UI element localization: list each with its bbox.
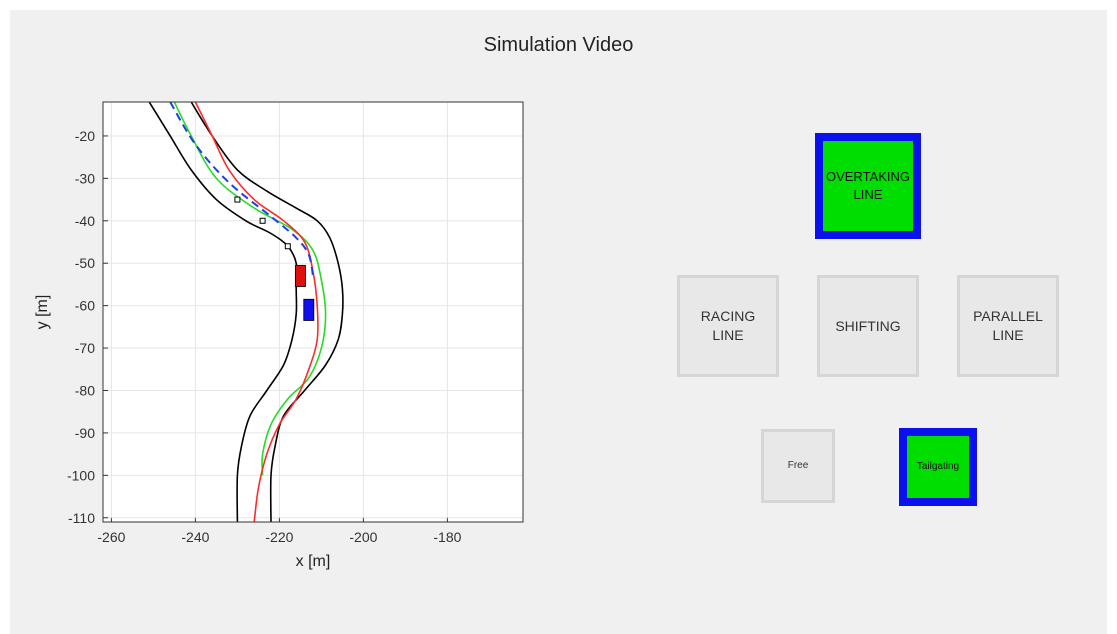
overtaking-line-series bbox=[173, 102, 327, 476]
mode-parallel-line[interactable]: PARALLEL LINE bbox=[957, 275, 1059, 377]
simulation-window: Simulation Video -260 -240 -220 -200 -180 -20… bbox=[10, 10, 1107, 634]
mode-racing-line[interactable]: RACING LINE bbox=[677, 275, 779, 377]
y-tick-label: -40 bbox=[75, 213, 95, 229]
y-tick-label: -110 bbox=[68, 510, 95, 526]
x-tick-label: -200 bbox=[349, 529, 377, 545]
track-left-boundary bbox=[148, 102, 298, 522]
plot-frame bbox=[102, 101, 524, 523]
x-tick-label: -220 bbox=[265, 529, 293, 545]
mode-shifting-label: SHIFTING bbox=[835, 317, 901, 334]
path-marker bbox=[234, 196, 241, 203]
path-marker bbox=[284, 243, 291, 250]
mode-racing-line-label: RACING LINE bbox=[700, 308, 756, 343]
y-tick-label: -20 bbox=[75, 128, 95, 144]
mode-tailgating[interactable]: Tailgating bbox=[899, 428, 977, 506]
y-tick-label: -90 bbox=[75, 425, 95, 441]
opponent-vehicle bbox=[294, 264, 306, 287]
x-tick-label: -260 bbox=[97, 529, 125, 545]
y-tick-label: -30 bbox=[75, 170, 95, 186]
track-plot: -260 -240 -220 -200 -180 -20 -30 -40 -50 -60 -70 -8… bbox=[34, 101, 524, 570]
plot-series bbox=[148, 102, 344, 522]
mode-parallel-line-label: PARALLEL LINE bbox=[973, 308, 1043, 343]
x-tick-label: -240 bbox=[181, 529, 209, 545]
ego-vehicle bbox=[303, 298, 315, 321]
figure-title: Simulation Video bbox=[483, 34, 634, 56]
y-tick-label: -80 bbox=[75, 382, 95, 398]
planned-path-series bbox=[169, 102, 314, 277]
y-tick-label: -60 bbox=[75, 298, 95, 314]
path-marker bbox=[259, 217, 266, 224]
y-axis-label: y [m] bbox=[34, 295, 51, 330]
x-tick-label: -180 bbox=[433, 529, 461, 545]
mode-free-label: Free bbox=[787, 460, 809, 472]
mode-overtaking-line[interactable]: OVERTAKING LINE bbox=[815, 133, 921, 239]
racing-line-series bbox=[194, 102, 319, 522]
mode-free[interactable]: Free bbox=[761, 429, 835, 503]
mode-shifting[interactable]: SHIFTING bbox=[817, 275, 919, 377]
y-tick-label: -100 bbox=[67, 467, 95, 483]
y-tick-label: -70 bbox=[75, 340, 95, 356]
x-axis-label: x [m] bbox=[296, 553, 331, 570]
mode-overtaking-line-label: OVERTAKING LINE bbox=[825, 169, 911, 202]
y-tick-label: -50 bbox=[75, 255, 95, 271]
mode-tailgating-label: Tailgating bbox=[916, 461, 960, 473]
